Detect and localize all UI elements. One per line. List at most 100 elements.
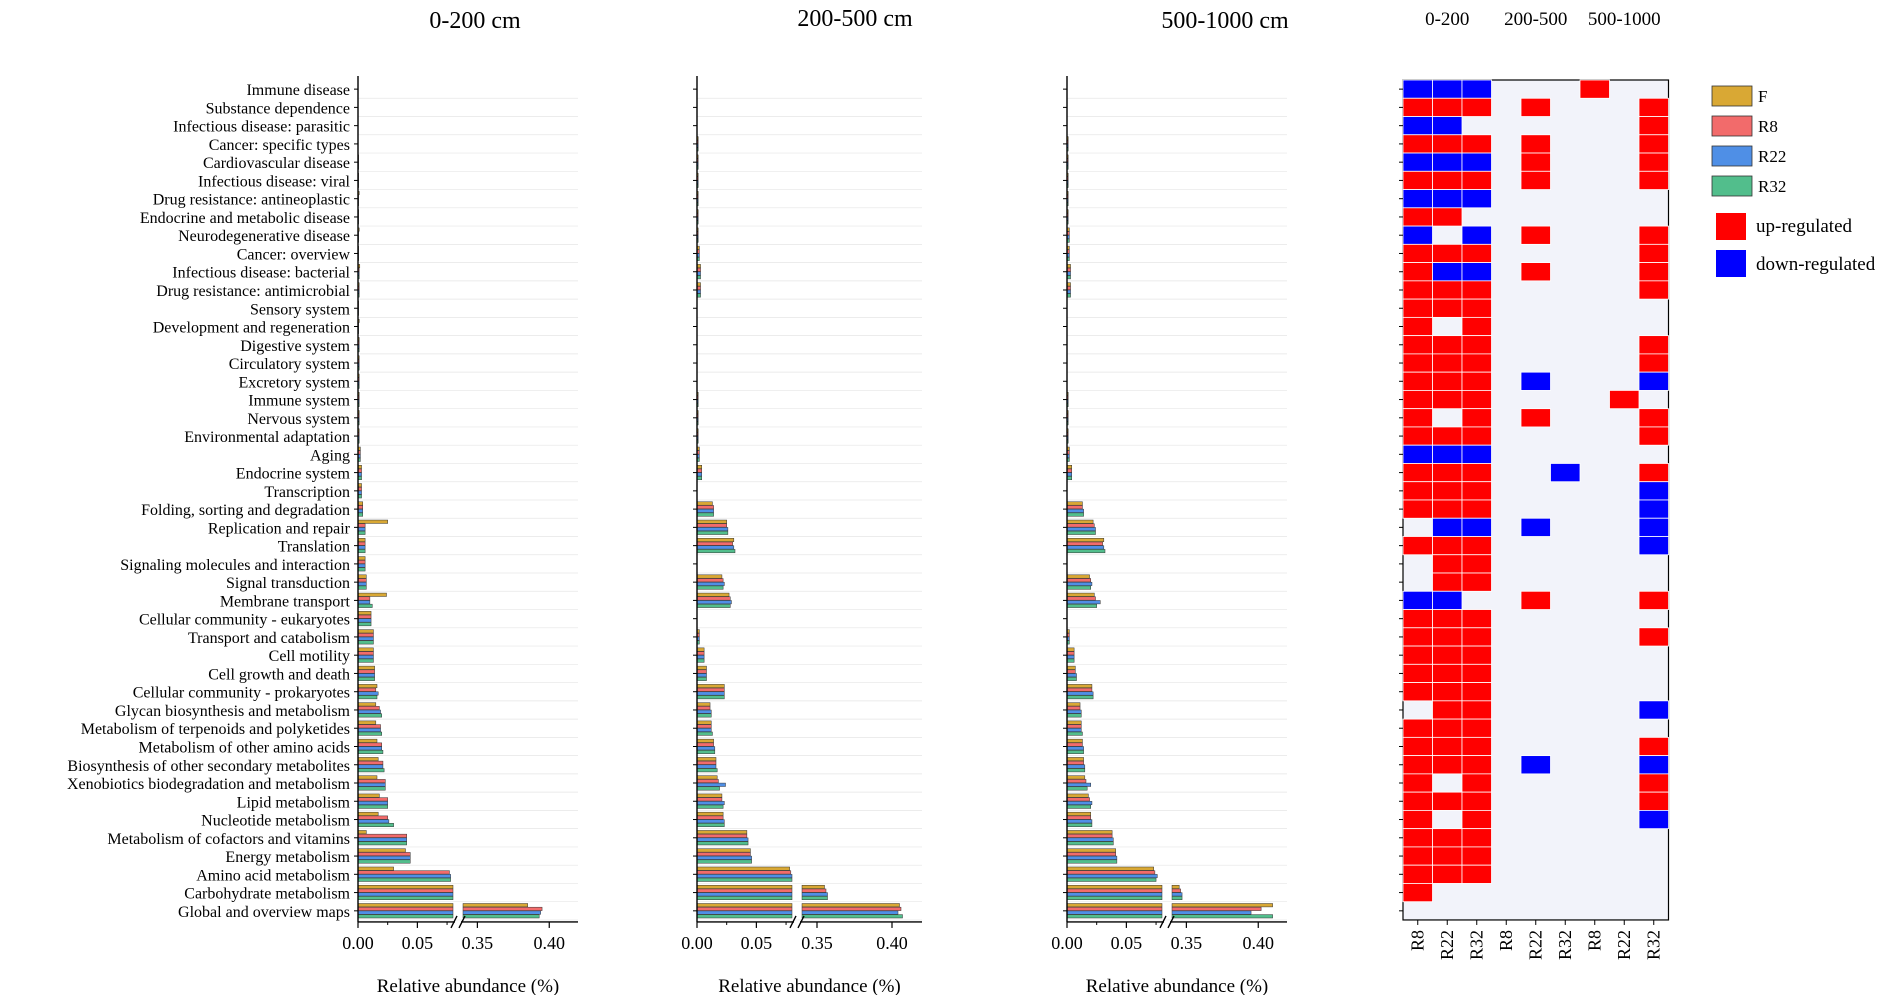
heatmap-cell-up bbox=[1432, 663, 1463, 683]
heatmap-cell-up bbox=[1432, 554, 1463, 574]
bar-500-1000-cm-folding-sorting-and-degradation-r8 bbox=[1066, 505, 1083, 510]
legend-label-r8: R8 bbox=[1758, 117, 1778, 136]
bar-500-1000-cm-cellular-community-prokaryotes-r32 bbox=[1066, 695, 1094, 700]
panel-0-200-cm: 0.00 0.05 0.35 0.40 Relative abundance (%) bbox=[342, 76, 578, 995]
legend-label-f: F bbox=[1758, 87, 1767, 106]
heatmap-cell-down bbox=[1402, 79, 1433, 99]
bar-0-200-cm-energy-metabolism-r32 bbox=[357, 859, 411, 864]
bar-0-200-cm-metabolism-of-cofactors-and-vitamins-r22 bbox=[357, 837, 407, 842]
bar-0-200-cm-xenobiotics-biodegradation-and-metabolism-r32 bbox=[357, 786, 386, 791]
bar-200-500-cm-glycan-biosynthesis-and-metabolism-r32 bbox=[696, 713, 712, 718]
heatmap-cell-down bbox=[1461, 225, 1492, 245]
heatmap-cell-up bbox=[1402, 353, 1433, 373]
heatmap-cell-up bbox=[1402, 773, 1433, 793]
bar-200-500-cm-energy-metabolism-f bbox=[696, 848, 751, 853]
bar-200-500-cm-amino-acid-metabolism-r8 bbox=[696, 870, 792, 875]
bar-500-1000-cm-translation-r8 bbox=[1066, 541, 1103, 546]
category-label-digestive-system: Digestive system bbox=[240, 338, 350, 355]
bar-200-500-cm-amino-acid-metabolism-f bbox=[696, 866, 790, 871]
bar-0-200-cm-metabolism-of-terpenoids-and-polyketides-r22 bbox=[357, 728, 381, 732]
bar-0-200-cm-metabolism-of-terpenoids-and-polyketides-f bbox=[357, 720, 377, 725]
bar-0-200-cm-signaling-molecules-and-interaction-r8 bbox=[357, 560, 366, 564]
bar-200-500-cm-endocrine-system-r32 bbox=[696, 476, 702, 481]
heatmap-cell-down bbox=[1432, 189, 1463, 209]
bar-500-1000-cm-xenobiotics-biodegradation-and-metabolism-r8 bbox=[1066, 779, 1087, 784]
bar-500-1000-cm-cellular-community-prokaryotes-f bbox=[1066, 684, 1093, 689]
heatmap-cell-up bbox=[1402, 536, 1433, 556]
bar-200-500-cm-global-and-overview-maps-r22-upper bbox=[801, 910, 899, 915]
bar-0-200-cm-translation-r32 bbox=[357, 549, 366, 554]
bar-500-1000-cm-lipid-metabolism-r32 bbox=[1066, 804, 1091, 809]
category-label-carbohydrate-metabolism: Carbohydrate metabolism bbox=[184, 886, 350, 903]
bar-200-500-cm-cell-growth-and-death-f bbox=[696, 665, 707, 670]
heatmap-cell-down bbox=[1402, 189, 1433, 209]
axis-break-mark bbox=[1167, 915, 1175, 929]
bar-0-200-cm-folding-sorting-and-degradation-r22 bbox=[357, 508, 363, 513]
bar-500-1000-cm-translation-r32 bbox=[1066, 549, 1106, 554]
category-label-endocrine-and-metabolic-disease: Endocrine and metabolic disease bbox=[140, 210, 350, 227]
category-label-lipid-metabolism: Lipid metabolism bbox=[237, 794, 351, 811]
heatmap-cell-down bbox=[1638, 481, 1669, 501]
category-label-excretory-system: Excretory system bbox=[238, 374, 350, 391]
bar-200-500-cm-cell-growth-and-death-r32 bbox=[696, 676, 707, 681]
bar-200-500-cm-cellular-community-prokaryotes-r22 bbox=[696, 691, 725, 696]
bar-200-500-cm-endocrine-system-r8 bbox=[696, 468, 702, 473]
bar-0-200-cm-amino-acid-metabolism-f bbox=[357, 866, 394, 871]
bar-200-500-cm-glycan-biosynthesis-and-metabolism-r8 bbox=[696, 706, 711, 710]
bar-500-1000-cm-replication-and-repair-r8 bbox=[1066, 523, 1095, 528]
heatmap-cell-up bbox=[1461, 170, 1492, 190]
bar-200-500-cm-global-and-overview-maps-f bbox=[696, 903, 793, 908]
bar-200-500-cm-folding-sorting-and-degradation-r8 bbox=[696, 505, 714, 510]
heatmap-cell-up bbox=[1402, 627, 1433, 647]
bar-200-500-cm-global-and-overview-maps-r22 bbox=[696, 910, 793, 915]
bar-200-500-cm-carbohydrate-metabolism-r8 bbox=[696, 888, 793, 893]
heatmap-cell-up bbox=[1638, 736, 1669, 757]
bar-200-500-cm-xenobiotics-biodegradation-and-metabolism-r32 bbox=[696, 786, 720, 791]
bar-200-500-cm-metabolism-of-terpenoids-and-polyketides-r22 bbox=[696, 728, 712, 732]
heatmap-cell-up bbox=[1432, 426, 1463, 446]
bar-500-1000-cm-cellular-community-prokaryotes-r8 bbox=[1066, 687, 1093, 692]
bar-0-200-cm-folding-sorting-and-degradation-f bbox=[357, 501, 363, 506]
heatmap-cell-up bbox=[1402, 791, 1433, 811]
heatmap-col-label: R32 bbox=[1555, 930, 1575, 960]
heatmap-cell-down bbox=[1402, 225, 1433, 245]
heatmap-cell-up bbox=[1638, 170, 1669, 190]
category-label-development-and-regeneration: Development and regeneration bbox=[153, 320, 350, 337]
bar-200-500-cm-translation-f bbox=[696, 538, 735, 542]
bar-200-500-cm-metabolism-of-terpenoids-and-polyketides-f bbox=[696, 720, 712, 725]
heatmap-col-label: R22 bbox=[1437, 930, 1457, 960]
heatmap-cell-up bbox=[1432, 170, 1463, 190]
bar-500-1000-cm-cell-growth-and-death-f bbox=[1066, 665, 1076, 670]
heatmap-col-label: R8 bbox=[1496, 930, 1516, 951]
bar-0-200-cm-carbohydrate-metabolism-r8 bbox=[357, 888, 454, 893]
heatmap-cell-up bbox=[1432, 627, 1463, 647]
bar-500-1000-cm-membrane-transport-r8 bbox=[1066, 596, 1096, 601]
bar-500-1000-cm-global-and-overview-maps-r32-upper bbox=[1171, 914, 1273, 919]
heatmap-cell-up bbox=[1432, 700, 1463, 720]
category-label-neurodegenerative-disease: Neurodegenerative disease bbox=[178, 228, 350, 245]
heatmap-cell-up bbox=[1402, 207, 1433, 227]
bar-500-1000-cm-glycan-biosynthesis-and-metabolism-r22 bbox=[1066, 709, 1082, 714]
heatmap-cell-up bbox=[1461, 134, 1492, 154]
bar-0-200-cm-membrane-transport-f bbox=[357, 592, 387, 597]
heatmap-cell-up bbox=[1461, 463, 1492, 483]
bar-0-200-cm-global-and-overview-maps-r22 bbox=[357, 910, 454, 915]
bar-200-500-cm-nucleotide-metabolism-r22 bbox=[696, 819, 725, 824]
bar-200-500-cm-replication-and-repair-r32 bbox=[696, 530, 729, 535]
bar-0-200-cm-folding-sorting-and-degradation-r32 bbox=[357, 512, 363, 517]
heatmap-cell-up bbox=[1402, 755, 1433, 775]
bar-500-1000-cm-cell-motility-r8 bbox=[1066, 651, 1075, 656]
category-label-infectious-disease-viral: Infectious disease: viral bbox=[198, 173, 351, 190]
bar-200-500-cm-carbohydrate-metabolism-r32-upper bbox=[801, 896, 828, 900]
bar-0-200-cm-biosynthesis-of-other-secondary-metabolites-r22 bbox=[357, 764, 384, 769]
bar-500-1000-cm-lipid-metabolism-r22 bbox=[1066, 801, 1093, 805]
bar-0-200-cm-transport-and-catabolism-r8 bbox=[357, 633, 374, 637]
bar-500-1000-cm-replication-and-repair-r22 bbox=[1066, 527, 1096, 532]
x-axis-label: Relative abundance (%) bbox=[377, 976, 560, 995]
x-tick-label: 0.35 bbox=[462, 933, 494, 953]
bar-200-500-cm-signal-transduction-r32 bbox=[696, 585, 724, 590]
heatmap-cell-up bbox=[1520, 170, 1551, 190]
bar-200-500-cm-signal-transduction-r22 bbox=[696, 581, 725, 586]
heatmap-cell-up bbox=[1638, 353, 1669, 373]
